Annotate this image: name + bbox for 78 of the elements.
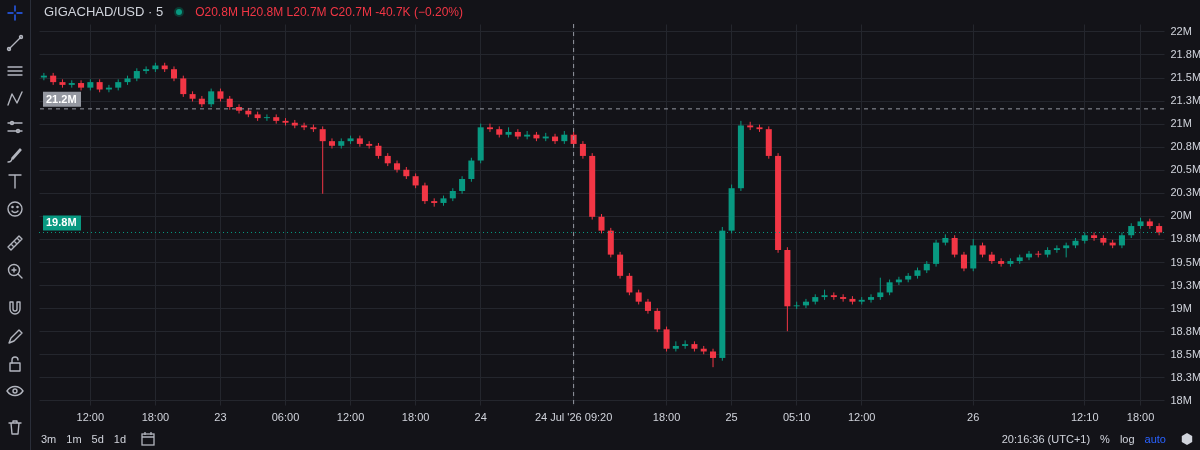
candlestick [143, 65, 150, 75]
x-tick-label: 26 [967, 410, 980, 423]
y-tick-label: 20M [1170, 209, 1192, 222]
y-tick-label: 19M [1170, 301, 1192, 314]
y-tick-label: 18.5M [1170, 347, 1200, 360]
y-tick-label: 19.3M [1170, 278, 1200, 291]
x-tick-label: 12:00 [76, 410, 105, 423]
candlestick [663, 326, 670, 352]
y-tick-label: 22M [1170, 24, 1192, 37]
x-tick-label: 18:00 [652, 410, 681, 423]
chart-title: GIGACHAD/USD · 5 [44, 4, 164, 19]
candlestick [682, 339, 689, 350]
x-tick-label: 12:00 [336, 410, 365, 423]
x-tick-label: 18:00 [401, 410, 430, 423]
x-tick-label: 18:00 [1126, 410, 1155, 423]
candlestick [877, 277, 884, 301]
candlestick [626, 272, 633, 296]
y-tick-label: 18M [1170, 393, 1192, 406]
y-tick-label: 18.3M [1170, 370, 1200, 383]
text: 5d [91, 433, 104, 445]
y-tick-label: 18.8M [1170, 324, 1200, 337]
candlestick [180, 75, 187, 98]
x-tick-label: 18:00 [141, 410, 170, 423]
text: 1d [113, 433, 127, 445]
candlestick [319, 125, 326, 195]
candlestick [1053, 244, 1060, 254]
candlestick [468, 157, 475, 183]
candlestick [868, 293, 875, 304]
y-tick-label: 21.8M [1170, 47, 1200, 60]
candlestick [1091, 231, 1098, 242]
chart-subtitle: O20.8M H20.8M L20.7M C20.7M -40.7K (−0.20%) [195, 4, 463, 19]
candlestick [951, 234, 958, 258]
text: % [1100, 433, 1110, 445]
candlestick [356, 135, 363, 148]
ref-line-label: 21.2M [46, 92, 77, 105]
candlestick [933, 239, 940, 268]
candlestick [598, 213, 605, 234]
candlestick [1156, 222, 1163, 236]
candlestick [514, 128, 521, 140]
candlestick [208, 88, 215, 108]
text: log [1119, 433, 1135, 445]
y-tick-label: 20.3M [1170, 186, 1200, 199]
candlestick [328, 137, 335, 150]
y-tick-label: 19.8M [1170, 232, 1200, 245]
x-tick-label: 23 [214, 410, 227, 423]
text: 3m [41, 433, 57, 445]
candlestick [998, 257, 1005, 268]
y-tick-label: 21.5M [1170, 71, 1200, 84]
candlestick [710, 348, 717, 368]
text: auto [1144, 433, 1166, 445]
candlestick [301, 122, 308, 131]
candlestick [78, 79, 85, 91]
candlestick [970, 238, 977, 272]
y-tick-label: 19.5M [1170, 255, 1200, 268]
candlestick [960, 251, 967, 272]
candlestick [654, 307, 661, 333]
x-tick-label: 24 [474, 410, 487, 423]
x-tick-label: 12:00 [847, 410, 876, 423]
candlestick [421, 182, 428, 205]
candlestick [198, 95, 205, 108]
candlestick [263, 113, 270, 122]
candlestick [607, 227, 614, 258]
x-tick-label: 24 Jul '26 09:20 [534, 410, 613, 423]
x-tick-label: 25 [725, 410, 738, 423]
y-tick-label: 21.3M [1170, 94, 1200, 107]
y-tick-label: 20.8M [1170, 140, 1200, 153]
candlestick [486, 123, 493, 133]
x-tick-label: 05:10 [782, 410, 811, 423]
y-tick-label: 20.5M [1170, 163, 1200, 176]
x-tick-label: 06:00 [271, 410, 300, 423]
candlestick [617, 251, 624, 280]
y-tick-label: 21M [1170, 117, 1192, 130]
candlestick [40, 72, 47, 81]
candlestick [840, 293, 847, 303]
text: 20:16:36 (UTC+1) [1001, 433, 1091, 445]
text: 1m [66, 433, 82, 445]
ref-line-label: 19.8M [46, 216, 77, 229]
x-tick-label: 12:10 [1071, 410, 1099, 423]
